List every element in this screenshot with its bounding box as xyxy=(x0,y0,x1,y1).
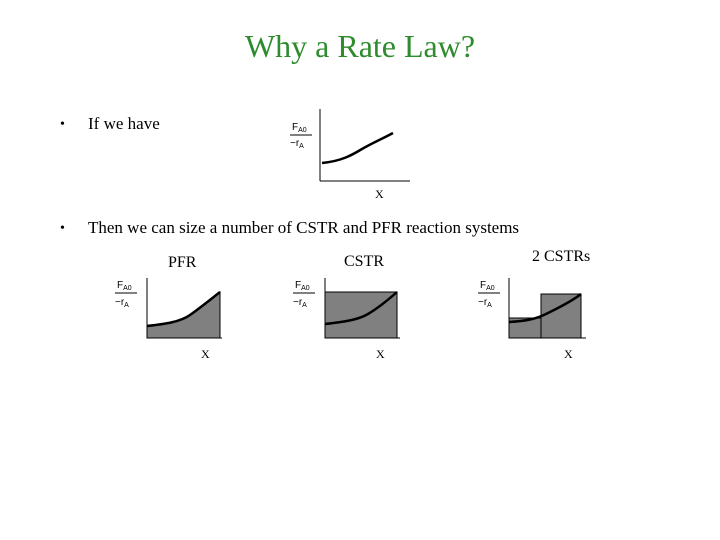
y-axis-label-denominator: −rA xyxy=(290,138,304,150)
x-axis-label: X xyxy=(375,187,384,201)
bullet-marker: • xyxy=(60,117,65,132)
y-axis-label-numerator: FA0 xyxy=(292,122,307,134)
x-axis-label: X xyxy=(376,347,385,361)
cstr-shaded-area xyxy=(324,291,398,339)
y-axis-label-denominator: −rA xyxy=(293,297,307,309)
curve xyxy=(508,293,582,324)
y-axis-label-denominator: −rA xyxy=(478,297,492,309)
bullet-text-if-we-have: If we have xyxy=(88,114,160,133)
cstr-label: CSTR xyxy=(344,253,385,270)
bullet-text-size-reactors: Then we can size a number of CSTR and PF… xyxy=(88,218,520,237)
levenspiel-plot: FA0 −rA X xyxy=(290,109,410,201)
y-axis-label-numerator: FA0 xyxy=(117,280,132,292)
curve xyxy=(146,291,221,328)
cstr-plot: FA0 −rA X xyxy=(293,278,400,361)
pfr-plot: FA0 −rA X xyxy=(115,278,222,361)
second-cstr-shaded-area xyxy=(540,293,582,339)
y-axis-label-numerator: FA0 xyxy=(480,280,495,292)
y-axis-label-denominator: −rA xyxy=(115,297,129,309)
curve xyxy=(321,131,394,165)
curve xyxy=(324,291,398,326)
pfr-shaded-area xyxy=(146,290,221,339)
pfr-label: PFR xyxy=(168,254,197,271)
x-axis-label: X xyxy=(201,347,210,361)
two-cstrs-plot: FA0 −rA X xyxy=(478,278,586,361)
two-cstrs-label: 2 CSTRs xyxy=(532,248,591,265)
page-title: Why a Rate Law? xyxy=(244,28,476,64)
y-axis-label-numerator: FA0 xyxy=(295,280,310,292)
bullet-marker: • xyxy=(60,221,65,236)
x-axis-label: X xyxy=(564,347,573,361)
